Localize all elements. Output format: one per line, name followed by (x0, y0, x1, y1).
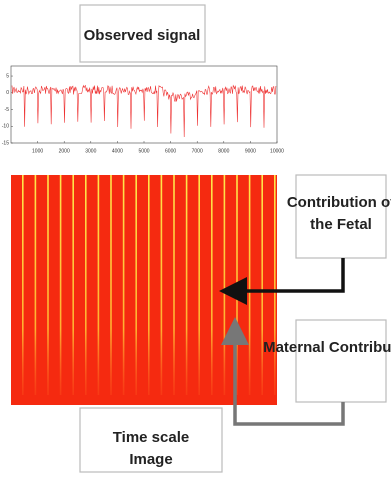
stripe (135, 175, 137, 395)
image-stripes (22, 175, 276, 395)
fetal-box (295, 174, 387, 259)
image-label: Time scale Image (113, 429, 189, 468)
stripe (110, 175, 112, 395)
stripe (274, 175, 276, 395)
maternal-box (295, 319, 387, 403)
stripe (223, 175, 226, 395)
stripe (97, 175, 100, 395)
signal-trace (11, 84, 277, 138)
y-tick-label: 5 (6, 73, 9, 79)
image-label-box (79, 407, 223, 473)
fetal-label: Contribution of the Fetal (287, 194, 391, 233)
stripe (160, 175, 163, 395)
y-tick-label: -10 (2, 124, 9, 130)
x-tick-label: 2000 (59, 148, 70, 154)
stripe (34, 175, 37, 395)
signal-plot: 1000 2000 3000 4000 5000 6000 7000 8000 9000 1000… (2, 65, 284, 154)
y-tick-label: -15 (2, 140, 9, 146)
title-box (79, 4, 206, 63)
stripe (248, 175, 251, 395)
stripe (211, 175, 213, 395)
stripe (72, 175, 74, 395)
stripe (85, 175, 87, 395)
x-tick-label: 9000 (245, 148, 256, 154)
maternal-label: Maternal Contribution (263, 339, 391, 356)
x-tick-label: 4000 (112, 148, 123, 154)
x-tick-label: 6000 (165, 148, 176, 154)
x-tick-label: 10000 (270, 148, 284, 154)
x-tick-label: 3000 (85, 148, 96, 154)
y-tick-label: 0 (6, 90, 9, 96)
fetal-arrow (219, 258, 345, 305)
stripe (198, 175, 200, 395)
x-tick-label: 1000 (32, 148, 43, 154)
x-tick-label: 8000 (218, 148, 229, 154)
maternal-arrow (221, 317, 345, 426)
stripe (122, 175, 125, 395)
stripe (261, 175, 263, 395)
stripe (148, 175, 150, 395)
x-tick-label: 5000 (138, 148, 149, 154)
stripe (59, 175, 62, 395)
stripe (47, 175, 49, 395)
x-tick-label: 7000 (192, 148, 203, 154)
stripe (185, 175, 188, 395)
title: Observed signal (84, 27, 201, 44)
stripe (173, 175, 175, 395)
stripe (22, 175, 24, 395)
y-tick-label: -5 (5, 107, 10, 113)
